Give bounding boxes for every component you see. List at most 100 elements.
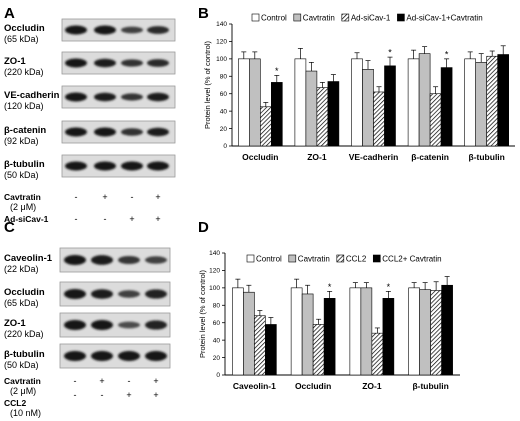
blot-label: β-tubulin: [4, 349, 45, 360]
y-tick-label: 20: [220, 126, 228, 133]
blot-band: [64, 351, 86, 361]
legend-entry: Ad-siCav-1+Cavtratin: [406, 14, 482, 23]
y-tick-label: 40: [220, 108, 228, 115]
y-tick-label: 140: [209, 250, 220, 257]
bar: [382, 298, 395, 376]
bar: [305, 70, 318, 147]
bar: [238, 58, 250, 147]
blot-band: [91, 351, 113, 361]
y-tick-label: 140: [216, 21, 227, 28]
blot-band: [65, 58, 87, 68]
blot-band: [64, 320, 86, 330]
bar: [301, 293, 314, 376]
bar: [371, 332, 384, 376]
bar: [441, 284, 453, 376]
blot-membrane: [61, 85, 176, 109]
treatment-label: CCL2: [4, 398, 26, 408]
blot-band: [65, 127, 87, 137]
bar: [323, 298, 336, 376]
bar: [419, 289, 431, 376]
blot-band: [147, 26, 169, 34]
y-tick-label: 0: [216, 372, 220, 379]
blot-size-label: (220 kDa): [4, 67, 44, 77]
x-category-label: β-tubulin: [469, 152, 505, 162]
bar: [265, 324, 277, 376]
treatment-dose-label: (2 μM): [10, 202, 36, 212]
x-category-label: β-tubulin: [412, 381, 448, 391]
treatment-label: Ad-siCav-1: [4, 214, 49, 224]
panel-label-a: A: [4, 5, 15, 22]
y-tick-label: 80: [220, 73, 228, 80]
western-blot-panel-c: Caveolin-1(22 kDa)Occludin(65 kDa)ZO-1(2…: [4, 247, 171, 418]
blot-label: Occludin: [4, 287, 45, 298]
blot-band: [91, 255, 113, 265]
blot-band: [94, 58, 116, 68]
blot-band: [145, 256, 167, 264]
y-tick-label: 60: [213, 320, 221, 327]
blot-label: ZO-1: [4, 56, 26, 67]
treatment-sign: +: [155, 214, 160, 224]
treatment-dose-label: (2 μM): [10, 386, 36, 396]
legend-entry: CCL2: [346, 255, 367, 264]
bar: [243, 291, 255, 376]
y-tick-label: 40: [213, 337, 221, 344]
blot-membrane: [61, 18, 176, 42]
blot-size-label: (22 kDa): [4, 264, 39, 274]
bar: [351, 58, 363, 147]
bar: [349, 287, 362, 376]
blot-band: [147, 161, 169, 171]
legend-entry: Cavtratin: [298, 255, 330, 264]
significance-marker: *: [445, 49, 449, 59]
blot-band: [94, 161, 116, 171]
blot-size-label: (92 kDa): [4, 136, 39, 146]
western-blot-panel-a: Occludin(65 kDa) ZO-1(220 kDa) VE-cadherin…: [4, 18, 176, 224]
x-category-label: Caveolin-1: [233, 381, 276, 391]
y-axis-label: Protein level (% of control): [203, 41, 212, 129]
blot-band: [65, 161, 87, 171]
blot-band: [91, 289, 113, 299]
blot-band: [64, 255, 86, 265]
x-category-label: ZO-1: [362, 381, 382, 391]
legend-entry: Control: [256, 255, 282, 264]
treatment-sign: -: [101, 390, 104, 400]
bar: [408, 287, 420, 376]
treatment-sign: +: [99, 376, 104, 386]
legend-swatch: [288, 254, 297, 263]
blot-label: β-catenin: [4, 125, 46, 136]
blot-band: [94, 127, 116, 137]
y-tick-label: 120: [216, 39, 227, 46]
bar: [418, 53, 431, 147]
significance-marker: *: [275, 66, 279, 76]
x-category-label: ZO-1: [307, 152, 327, 162]
significance-marker: *: [328, 282, 332, 292]
x-category-label: Occludin: [295, 381, 331, 391]
blot-band: [121, 26, 143, 34]
panel-label-c: C: [4, 219, 15, 236]
blot-band: [118, 321, 140, 329]
legend-swatch: [251, 13, 260, 22]
legend-entry: Ad-siCav-1: [351, 14, 391, 23]
blot-band: [145, 320, 167, 330]
bar: [497, 54, 510, 147]
legend-swatch: [372, 254, 381, 263]
blot-band: [118, 351, 140, 361]
y-tick-label: 100: [216, 56, 227, 63]
blot-size-label: (50 kDa): [4, 170, 39, 180]
blot-band: [145, 289, 167, 299]
bar-chart-d: 0 20 40 60 80 100 120 140 Protein level (% of co…: [198, 250, 460, 391]
blot-size-label: (120 kDa): [4, 101, 44, 111]
blot-band: [145, 351, 167, 361]
bar: [464, 58, 477, 147]
bar: [312, 324, 325, 376]
legend-entry: Cavtratin: [303, 14, 335, 23]
bar: [290, 287, 303, 376]
blot-membrane: [61, 154, 176, 178]
y-tick-label: 120: [209, 268, 220, 275]
blot-label: VE-cadherin: [4, 90, 60, 101]
blot-band: [91, 320, 113, 330]
blot-membrane: [61, 51, 176, 75]
blot-band: [121, 59, 143, 67]
treatment-sign: +: [126, 390, 131, 400]
